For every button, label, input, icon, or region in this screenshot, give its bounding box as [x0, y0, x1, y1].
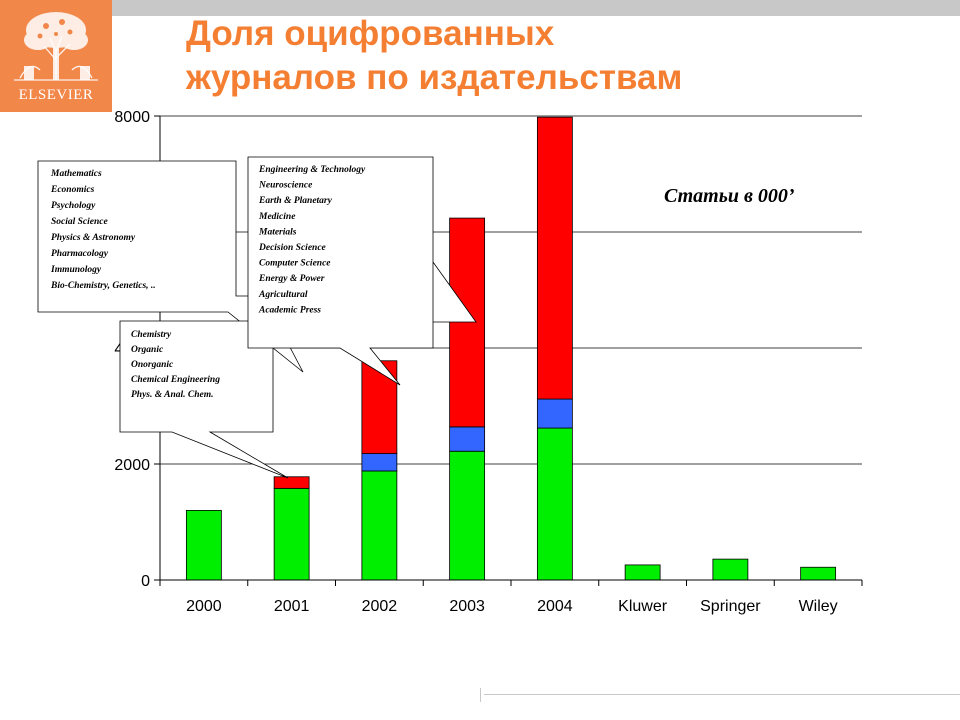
bar-segment [361, 453, 398, 472]
callout-line: Academic Press [258, 305, 321, 315]
bar-segment [449, 217, 486, 428]
title-line-2: журналов по издательствам [186, 58, 683, 97]
bar-segment [449, 450, 486, 581]
x-tick-label: 2002 [362, 598, 398, 615]
callout-line: Materials [258, 227, 297, 237]
bar-segment [536, 398, 573, 429]
x-tick-label: Kluwer [618, 598, 668, 615]
elsevier-logo: ELSEVIER [0, 0, 112, 112]
callout-line: Mathematics [50, 169, 102, 179]
callout-chemistry: Chemistry Organic Onorganic Chemical Eng… [119, 320, 289, 479]
bar-segment [624, 564, 661, 581]
callout-line: Chemical Engineering [131, 375, 220, 385]
callout-line: Earth & Planetary [258, 196, 333, 206]
y-tick-label: 8000 [114, 109, 150, 126]
bar-segment [449, 426, 486, 452]
callout-line: Medicine [258, 212, 296, 222]
x-tick-label: Wiley [799, 598, 838, 615]
bar-segment [800, 566, 837, 581]
bar-segment [361, 470, 398, 581]
y-tick-label: 0 [141, 573, 150, 590]
x-tick-label: 2004 [537, 598, 573, 615]
bar-segment [712, 558, 749, 581]
callout-physical-sciences: Mathematics Economics Psychology Social … [37, 160, 304, 373]
callout-line: Agricultural [258, 290, 308, 300]
bars-layer [185, 116, 837, 581]
bar-segment [273, 487, 310, 581]
callout-line: Onorganic [131, 360, 174, 370]
x-tick-label: Springer [700, 598, 761, 615]
callout-line: Computer Science [259, 259, 331, 269]
callout-line: Energy & Power [258, 274, 325, 284]
callout-line: Psychology [51, 201, 96, 211]
callout-engineering: Engineering & Technology Neuroscience Ea… [247, 156, 477, 386]
x-tick-label: 2001 [274, 598, 310, 615]
callout-chemistry-text: Chemistry Organic Onorganic Chemical Eng… [131, 330, 222, 400]
callout-engineering-text: Engineering & Technology Neuroscience Ea… [258, 165, 368, 315]
bar-segment [536, 116, 573, 400]
bar-segment [536, 427, 573, 581]
logo-wordmark: ELSEVIER [18, 87, 94, 103]
callout-line: Organic [131, 345, 164, 355]
callout-line: Engineering & Technology [258, 165, 366, 175]
footer-tick [480, 688, 481, 702]
title-line-1: Доля оцифрованных [186, 14, 555, 53]
x-tick-label: 2000 [186, 598, 222, 615]
bar-segment [185, 509, 222, 581]
y-tick-label: 2000 [114, 457, 150, 474]
callout-line: Economics [50, 185, 95, 195]
header-band [112, 0, 960, 16]
chart-annotation: Статьи в 000’ [664, 185, 795, 207]
callout-line: Phys. & Anal. Chem. [131, 390, 214, 400]
callout-line: Immunology [50, 265, 102, 275]
callout-line: Bio-Chemistry, Genetics, .. [50, 281, 156, 291]
x-tick-label: 2003 [449, 598, 485, 615]
callout-physical-sciences-text: Mathematics Economics Psychology Social … [50, 169, 156, 291]
axis-layer: 0200040006000800020002001200220032004Klu… [114, 109, 863, 615]
tree-logo-icon [14, 12, 98, 81]
callout-line: Neuroscience [258, 181, 313, 191]
callout-line: Social Science [51, 217, 109, 227]
page-title: Доля оцифрованных журналов по издательст… [186, 12, 886, 100]
callout-line: Decision Science [258, 243, 327, 253]
callout-line: Physics & Astronomy [51, 233, 136, 243]
callout-line: Pharmacology [51, 249, 109, 259]
footer-rule [484, 694, 960, 695]
callout-line: Chemistry [131, 330, 172, 340]
bar-segment [273, 476, 310, 489]
